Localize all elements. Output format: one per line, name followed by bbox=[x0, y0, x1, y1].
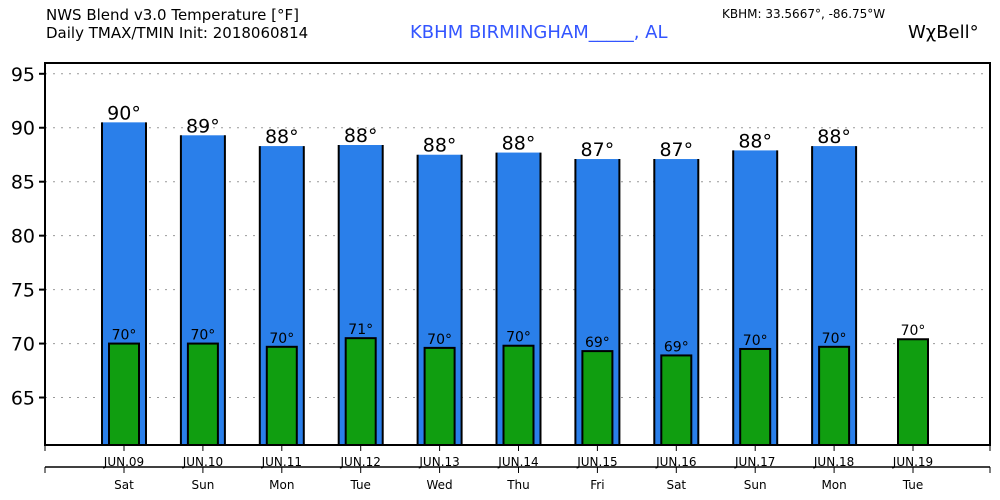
tmin-bar bbox=[502, 344, 535, 447]
tmin-label: 70° bbox=[427, 332, 452, 348]
tmin-bar bbox=[660, 354, 693, 446]
tmax-label: 88° bbox=[817, 126, 851, 148]
x-tick-label: JUN.18 bbox=[813, 455, 854, 469]
day-label: Tue bbox=[349, 478, 371, 492]
brand-logo: WχBell° bbox=[908, 22, 979, 43]
tmax-label: 87° bbox=[659, 139, 693, 161]
y-tick-label: 90 bbox=[11, 118, 35, 140]
tmin-label: 70° bbox=[822, 331, 847, 347]
station-coords: KBHM: 33.5667°, -86.75°W bbox=[722, 7, 886, 21]
tmin-bar bbox=[739, 347, 772, 446]
tmin-bar bbox=[818, 345, 851, 446]
day-label: Wed bbox=[427, 478, 453, 492]
y-tick-label: 95 bbox=[11, 64, 35, 86]
chart-subtitle: Daily TMAX/TMIN Init: 2018060814 bbox=[46, 24, 309, 42]
x-tick-label: JUN.11 bbox=[261, 455, 302, 469]
y-tick-label: 75 bbox=[11, 280, 35, 302]
tmin-bar bbox=[344, 337, 377, 446]
x-tick-label: JUN.10 bbox=[182, 455, 223, 469]
tmin-label: 69° bbox=[664, 339, 689, 355]
x-tick-label: JUN.09 bbox=[103, 455, 144, 469]
day-label: Sun bbox=[744, 478, 767, 492]
y-tick-label: 70 bbox=[11, 334, 35, 356]
x-tick-label: JUN.14 bbox=[497, 455, 538, 469]
tmin-label: 70° bbox=[112, 328, 137, 344]
tmin-bar bbox=[265, 345, 298, 446]
y-tick-label: 85 bbox=[11, 172, 35, 194]
tmin-label: 70° bbox=[190, 328, 215, 344]
day-label: Sat bbox=[666, 478, 686, 492]
x-tick-label: JUN.15 bbox=[576, 455, 617, 469]
tmin-bar bbox=[108, 342, 140, 446]
day-label: Thu bbox=[506, 478, 530, 492]
x-tick-label: JUN.16 bbox=[655, 455, 696, 469]
station-name: KBHM BIRMINGHAM_____, AL bbox=[410, 22, 668, 43]
tmax-label: 88° bbox=[344, 125, 378, 147]
chart-title: NWS Blend v3.0 Temperature [°F] bbox=[46, 6, 299, 24]
tmax-label: 88° bbox=[738, 130, 772, 152]
tmin-bar bbox=[581, 350, 614, 447]
day-label: Mon bbox=[821, 478, 846, 492]
tmax-label: 88° bbox=[502, 133, 536, 155]
tmin-label: 70° bbox=[901, 323, 926, 339]
tmin-label: 70° bbox=[506, 330, 531, 346]
tmax-label: 88° bbox=[265, 126, 299, 148]
day-label: Tue bbox=[902, 478, 924, 492]
plot-frame bbox=[44, 62, 991, 446]
x-tick-label: JUN.13 bbox=[418, 455, 459, 469]
tmax-label: 90° bbox=[107, 102, 141, 124]
x-tick-label: JUN.12 bbox=[340, 455, 381, 469]
tmin-bar bbox=[186, 342, 219, 446]
tmin-bar bbox=[897, 338, 929, 447]
day-label: Sun bbox=[191, 478, 214, 492]
y-tick-label: 65 bbox=[11, 388, 35, 410]
tmin-bar bbox=[423, 346, 456, 446]
tmin-label: 70° bbox=[743, 333, 768, 349]
tmax-label: 88° bbox=[423, 135, 457, 157]
tmax-label: 87° bbox=[581, 139, 615, 161]
day-label: Sat bbox=[114, 478, 134, 492]
day-label: Mon bbox=[269, 478, 294, 492]
tmin-label: 71° bbox=[348, 322, 373, 338]
y-tick-label: 80 bbox=[11, 226, 35, 248]
tmin-label: 69° bbox=[585, 335, 610, 351]
x-tick-label: JUN.19 bbox=[892, 455, 933, 469]
x-tick-label: JUN.17 bbox=[734, 455, 775, 469]
tmax-label: 89° bbox=[186, 115, 220, 137]
tmin-label: 70° bbox=[269, 331, 294, 347]
day-label: Fri bbox=[590, 478, 604, 492]
